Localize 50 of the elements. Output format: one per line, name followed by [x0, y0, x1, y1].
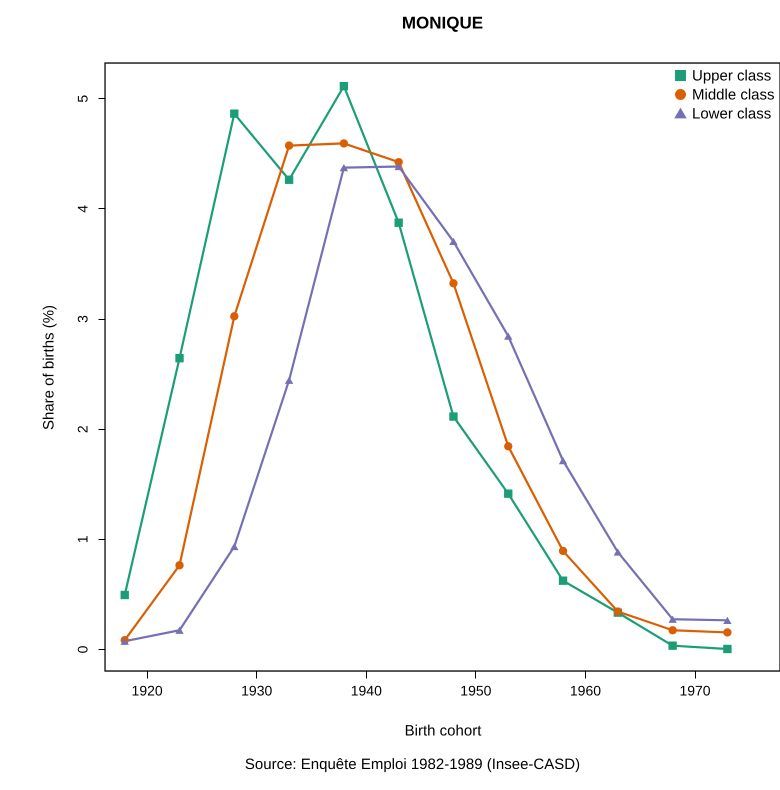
point [504, 332, 512, 340]
point [230, 542, 238, 550]
point [504, 489, 512, 498]
chart-title: MONIQUE [402, 13, 484, 32]
point [558, 576, 568, 585]
point [558, 546, 568, 556]
point [120, 590, 129, 600]
y-tick-label: 5 [74, 94, 90, 103]
x-tick-label: 1960 [570, 682, 602, 698]
source-note: Source: Enquête Emploi 1982-1989 (Insee-CASD) [244, 756, 580, 773]
y-tick-label: 0 [74, 645, 90, 654]
point [668, 641, 677, 650]
x-tick-label: 1950 [460, 682, 492, 698]
point [668, 626, 677, 634]
point [668, 616, 677, 623]
point [449, 412, 458, 421]
point [340, 139, 348, 148]
point [614, 548, 622, 556]
point [284, 376, 294, 384]
point [340, 82, 348, 90]
point [340, 164, 348, 172]
point [230, 109, 238, 118]
point [175, 626, 184, 634]
legend-label: Middle class [692, 86, 775, 104]
point [723, 628, 732, 637]
y-tick-label: 2 [74, 425, 90, 434]
point [449, 238, 458, 246]
x-axis-title: Birth cohort [404, 722, 482, 740]
legend-label: Upper class [692, 68, 772, 84]
y-tick-label: 4 [74, 204, 90, 213]
x-tick-label: 1940 [350, 682, 382, 698]
x-tick-label: 1920 [132, 682, 163, 698]
y-tick-label: 3 [74, 314, 90, 323]
point [230, 312, 238, 321]
point [558, 457, 568, 464]
point [504, 442, 512, 450]
point [175, 354, 184, 362]
x-tick-label: 1930 [241, 682, 272, 698]
x-tick-label: 1970 [679, 682, 711, 698]
point [284, 141, 294, 150]
point [723, 616, 732, 624]
y-axis-title: Share of births (%) [40, 304, 58, 430]
point [394, 162, 403, 170]
y-tick-label: 1 [74, 535, 90, 544]
point [394, 218, 403, 227]
point [723, 644, 732, 654]
point [175, 561, 184, 570]
legend-label: Lower class [692, 106, 772, 122]
point [449, 279, 458, 288]
point [284, 176, 294, 184]
